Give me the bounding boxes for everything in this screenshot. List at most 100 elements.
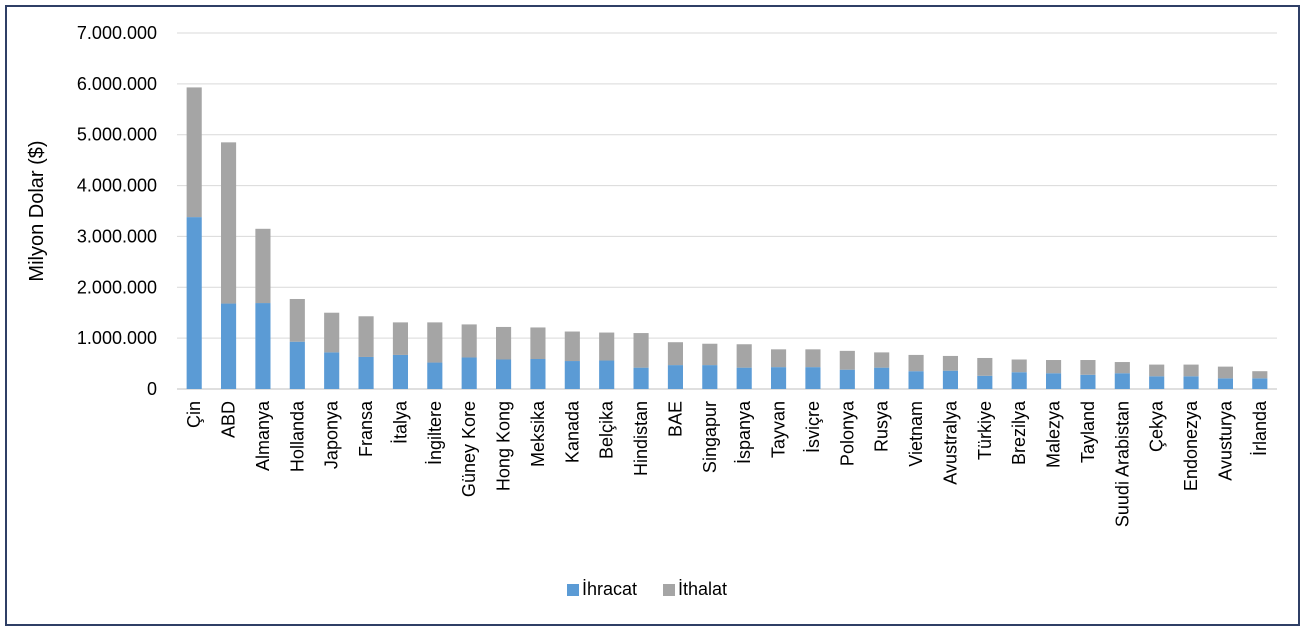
x-category-label: BAE xyxy=(665,401,685,437)
bar-ithalat xyxy=(702,343,718,366)
bar-ihracat xyxy=(702,365,718,389)
bar-ihracat xyxy=(1149,376,1165,389)
x-category-label: Almanya xyxy=(253,400,273,471)
x-category-label: Hong Kong xyxy=(494,401,514,491)
bar-ithalat xyxy=(255,228,271,304)
bar-ithalat xyxy=(1183,364,1199,377)
x-category-label: ABD xyxy=(219,401,239,438)
bar-ihracat xyxy=(461,357,477,389)
bar-ihracat xyxy=(736,367,752,389)
bar-ithalat xyxy=(221,142,237,304)
x-category-label: Kanada xyxy=(562,400,582,463)
legend-swatch-ithalat xyxy=(663,584,675,596)
bar-ithalat xyxy=(186,87,202,218)
bar-ithalat xyxy=(530,327,546,359)
bar-ithalat xyxy=(1114,362,1130,374)
bar-ihracat xyxy=(530,358,546,389)
bar-ithalat xyxy=(1149,364,1165,377)
bar-ithalat xyxy=(358,316,374,357)
bar-ihracat xyxy=(805,367,821,389)
bar-ihracat xyxy=(771,367,787,389)
gridlines xyxy=(177,32,1277,390)
x-category-label: Avusturya xyxy=(1215,400,1235,481)
x-category-label: Rusya xyxy=(872,400,892,452)
x-category-label: Fransa xyxy=(356,400,376,457)
bar-ithalat xyxy=(736,344,752,368)
bar-ihracat xyxy=(392,354,408,389)
y-tick-label: 4.000.000 xyxy=(77,176,157,196)
x-category-label: İngiltere xyxy=(425,401,445,465)
y-tick-label: 2.000.000 xyxy=(77,277,157,297)
bar-ithalat xyxy=(1252,371,1268,379)
x-category-label: Tayvan xyxy=(769,401,789,458)
y-tick-label: 1.000.000 xyxy=(77,328,157,348)
x-category-label: Japonya xyxy=(322,400,342,469)
bar-ithalat xyxy=(289,298,305,342)
bar-ihracat xyxy=(1252,378,1268,389)
x-category-label: Çin xyxy=(184,401,204,428)
bar-ithalat xyxy=(667,342,683,366)
x-category-label: İtalya xyxy=(390,400,410,444)
x-category-label: Belçika xyxy=(597,400,617,459)
bar-ihracat xyxy=(564,361,580,389)
bar-ithalat xyxy=(427,322,443,363)
bar-ihracat xyxy=(977,375,993,389)
bar-ithalat xyxy=(942,355,958,371)
x-category-label: Vietnam xyxy=(906,401,926,467)
bar-ihracat xyxy=(496,359,512,389)
x-category-label: Endonezya xyxy=(1181,400,1201,491)
bar-ithalat xyxy=(771,349,787,368)
bar-ithalat xyxy=(977,357,993,376)
x-category-label: Suudi Arabistan xyxy=(1112,401,1132,527)
bar-ithalat xyxy=(324,312,340,353)
bar-ihracat xyxy=(324,352,340,389)
bar-ithalat xyxy=(1011,359,1027,373)
chart-frame: 0 1.000.000 2.000.000 3.000.000 4.000.000 5.0… xyxy=(5,5,1300,626)
bar-ihracat xyxy=(1217,378,1233,389)
bar-ihracat xyxy=(874,367,890,389)
bar-ithalat xyxy=(392,322,408,355)
bar-ihracat xyxy=(633,367,649,389)
x-axis-categories: Çin ABD Almanya Hollanda Japonya Fransa İtalya… xyxy=(184,400,1270,527)
legend-swatch-ihracat xyxy=(567,584,579,596)
x-category-label: Malezya xyxy=(1044,400,1064,468)
y-tick-label: 7.000.000 xyxy=(77,23,157,43)
bar-ithalat xyxy=(908,354,924,372)
x-category-label: İrlanda xyxy=(1250,400,1270,456)
y-tick-label: 6.000.000 xyxy=(77,74,157,94)
x-category-label: Güney Kore xyxy=(459,401,479,497)
x-category-label: Hindistan xyxy=(631,401,651,476)
bar-ithalat xyxy=(805,349,821,368)
x-category-label: Hollanda xyxy=(287,400,307,472)
bar-ithalat xyxy=(839,350,855,370)
bar-ihracat xyxy=(1183,376,1199,389)
bar-ithalat xyxy=(1217,366,1233,379)
bar-ihracat xyxy=(427,362,443,389)
bar-ihracat xyxy=(942,370,958,389)
x-category-label: Polonya xyxy=(837,400,857,466)
bar-ihracat xyxy=(221,303,237,389)
bar-ithalat xyxy=(633,333,649,368)
bar-ithalat xyxy=(599,332,615,361)
x-category-label: İsviçre xyxy=(803,401,823,453)
bar-ithalat xyxy=(874,352,890,368)
bar-ihracat xyxy=(358,356,374,389)
bar-ihracat xyxy=(255,303,271,389)
x-category-label: Brezilya xyxy=(1009,400,1029,465)
bar-ihracat xyxy=(599,360,615,389)
bar-ithalat xyxy=(496,326,512,360)
bar-ihracat xyxy=(1046,373,1062,389)
legend-label-ithalat: İthalat xyxy=(678,579,727,599)
bars xyxy=(186,87,1268,389)
y-tick-label: 5.000.000 xyxy=(77,125,157,145)
x-category-label: Meksika xyxy=(528,400,548,467)
x-category-label: Çekya xyxy=(1147,400,1167,452)
bar-ihracat xyxy=(289,341,305,389)
bar-ihracat xyxy=(1114,373,1130,389)
legend: İhracat İthalat xyxy=(567,579,727,599)
x-category-label: Singapur xyxy=(700,401,720,473)
legend-label-ihracat: İhracat xyxy=(582,579,637,599)
x-category-label: İspanya xyxy=(734,400,754,464)
bar-ithalat xyxy=(1080,360,1096,375)
bar-ihracat xyxy=(1080,374,1096,389)
